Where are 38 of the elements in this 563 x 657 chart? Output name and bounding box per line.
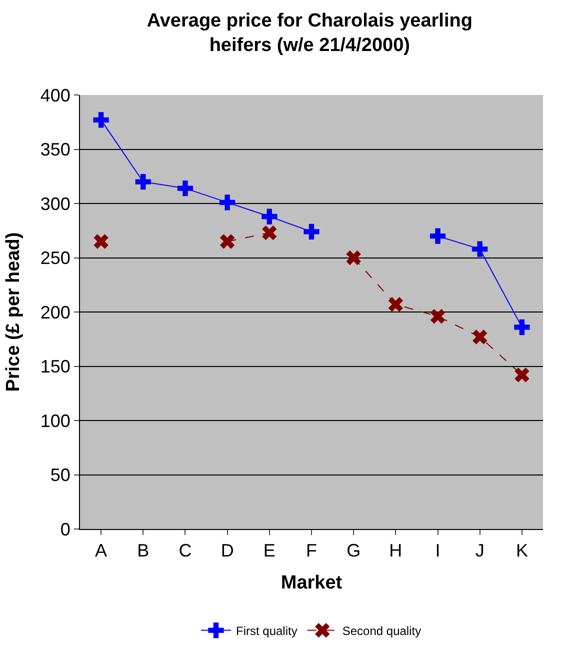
point [93, 112, 109, 128]
legend-label: Second quality [342, 624, 422, 638]
point [177, 180, 194, 196]
point [472, 241, 488, 257]
x-tick-label: C [178, 540, 192, 561]
point [262, 208, 278, 224]
x-axis-title: Market [280, 572, 343, 594]
y-tick-label: 250 [40, 248, 70, 268]
y-tick-label: 100 [40, 410, 70, 431]
y-tick-label: 50 [50, 465, 70, 486]
y-tick-label: 150 [40, 356, 70, 377]
point [135, 174, 151, 190]
x-tick-label: E [263, 540, 276, 561]
x-tick-label: D [220, 540, 234, 561]
chart-title: Average price for Charolais yearling heifers (w/e 21/4/2000) [146, 10, 472, 56]
y-tick-label: 300 [40, 194, 70, 214]
point [514, 368, 530, 382]
point [220, 194, 236, 210]
x-tick-label: I [435, 540, 440, 561]
point [220, 234, 235, 249]
x-tick-label: A [95, 540, 108, 561]
x-tick-label: H [389, 540, 402, 561]
point [430, 228, 446, 244]
point [262, 225, 277, 240]
x-tick-label: B [137, 540, 150, 561]
y-axis-title: Price (£ per head) [3, 232, 24, 392]
x-tick-label: G [346, 540, 361, 561]
legend-label: First quality [236, 624, 298, 638]
point [94, 234, 108, 249]
x-tick-label: K [516, 540, 528, 561]
point [346, 250, 361, 266]
x-tick-label: F [306, 540, 317, 561]
y-tick-label: 350 [40, 140, 70, 160]
point [304, 224, 320, 240]
y-tick-label: 200 [40, 302, 70, 322]
y-tick-label: 0 [60, 519, 70, 540]
x-tick-label: J [475, 540, 484, 561]
y-tick-label: 400 [40, 85, 70, 106]
